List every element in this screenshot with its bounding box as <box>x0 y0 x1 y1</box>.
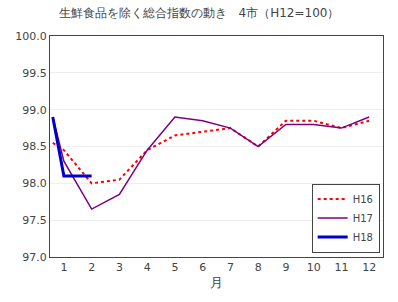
svg-text:9: 9 <box>282 261 289 274</box>
svg-text:生鮮食品を除く総合指数の動き 4市（H12=100）: 生鮮食品を除く総合指数の動き 4市（H12=100） <box>59 6 340 20</box>
svg-text:H17: H17 <box>353 213 373 224</box>
svg-text:100.0: 100.0 <box>15 30 47 43</box>
svg-text:7: 7 <box>227 261 234 274</box>
svg-text:5: 5 <box>171 261 178 274</box>
svg-text:98.5: 98.5 <box>22 140 47 153</box>
svg-text:97.5: 97.5 <box>22 214 47 227</box>
svg-text:99.5: 99.5 <box>22 67 47 80</box>
svg-text:2: 2 <box>88 261 95 274</box>
svg-text:1: 1 <box>60 261 67 274</box>
svg-text:3: 3 <box>116 261 123 274</box>
svg-text:99.0: 99.0 <box>22 104 47 117</box>
svg-text:8: 8 <box>255 261 262 274</box>
svg-text:98.0: 98.0 <box>22 177 47 190</box>
svg-text:6: 6 <box>199 261 206 274</box>
svg-text:11: 11 <box>334 261 348 274</box>
svg-text:H16: H16 <box>353 194 373 205</box>
svg-text:10: 10 <box>307 261 321 274</box>
svg-text:4: 4 <box>144 261 151 274</box>
svg-text:月: 月 <box>210 275 223 290</box>
svg-text:97.0: 97.0 <box>22 251 47 264</box>
svg-text:12: 12 <box>362 261 376 274</box>
svg-text:H18: H18 <box>353 232 373 243</box>
